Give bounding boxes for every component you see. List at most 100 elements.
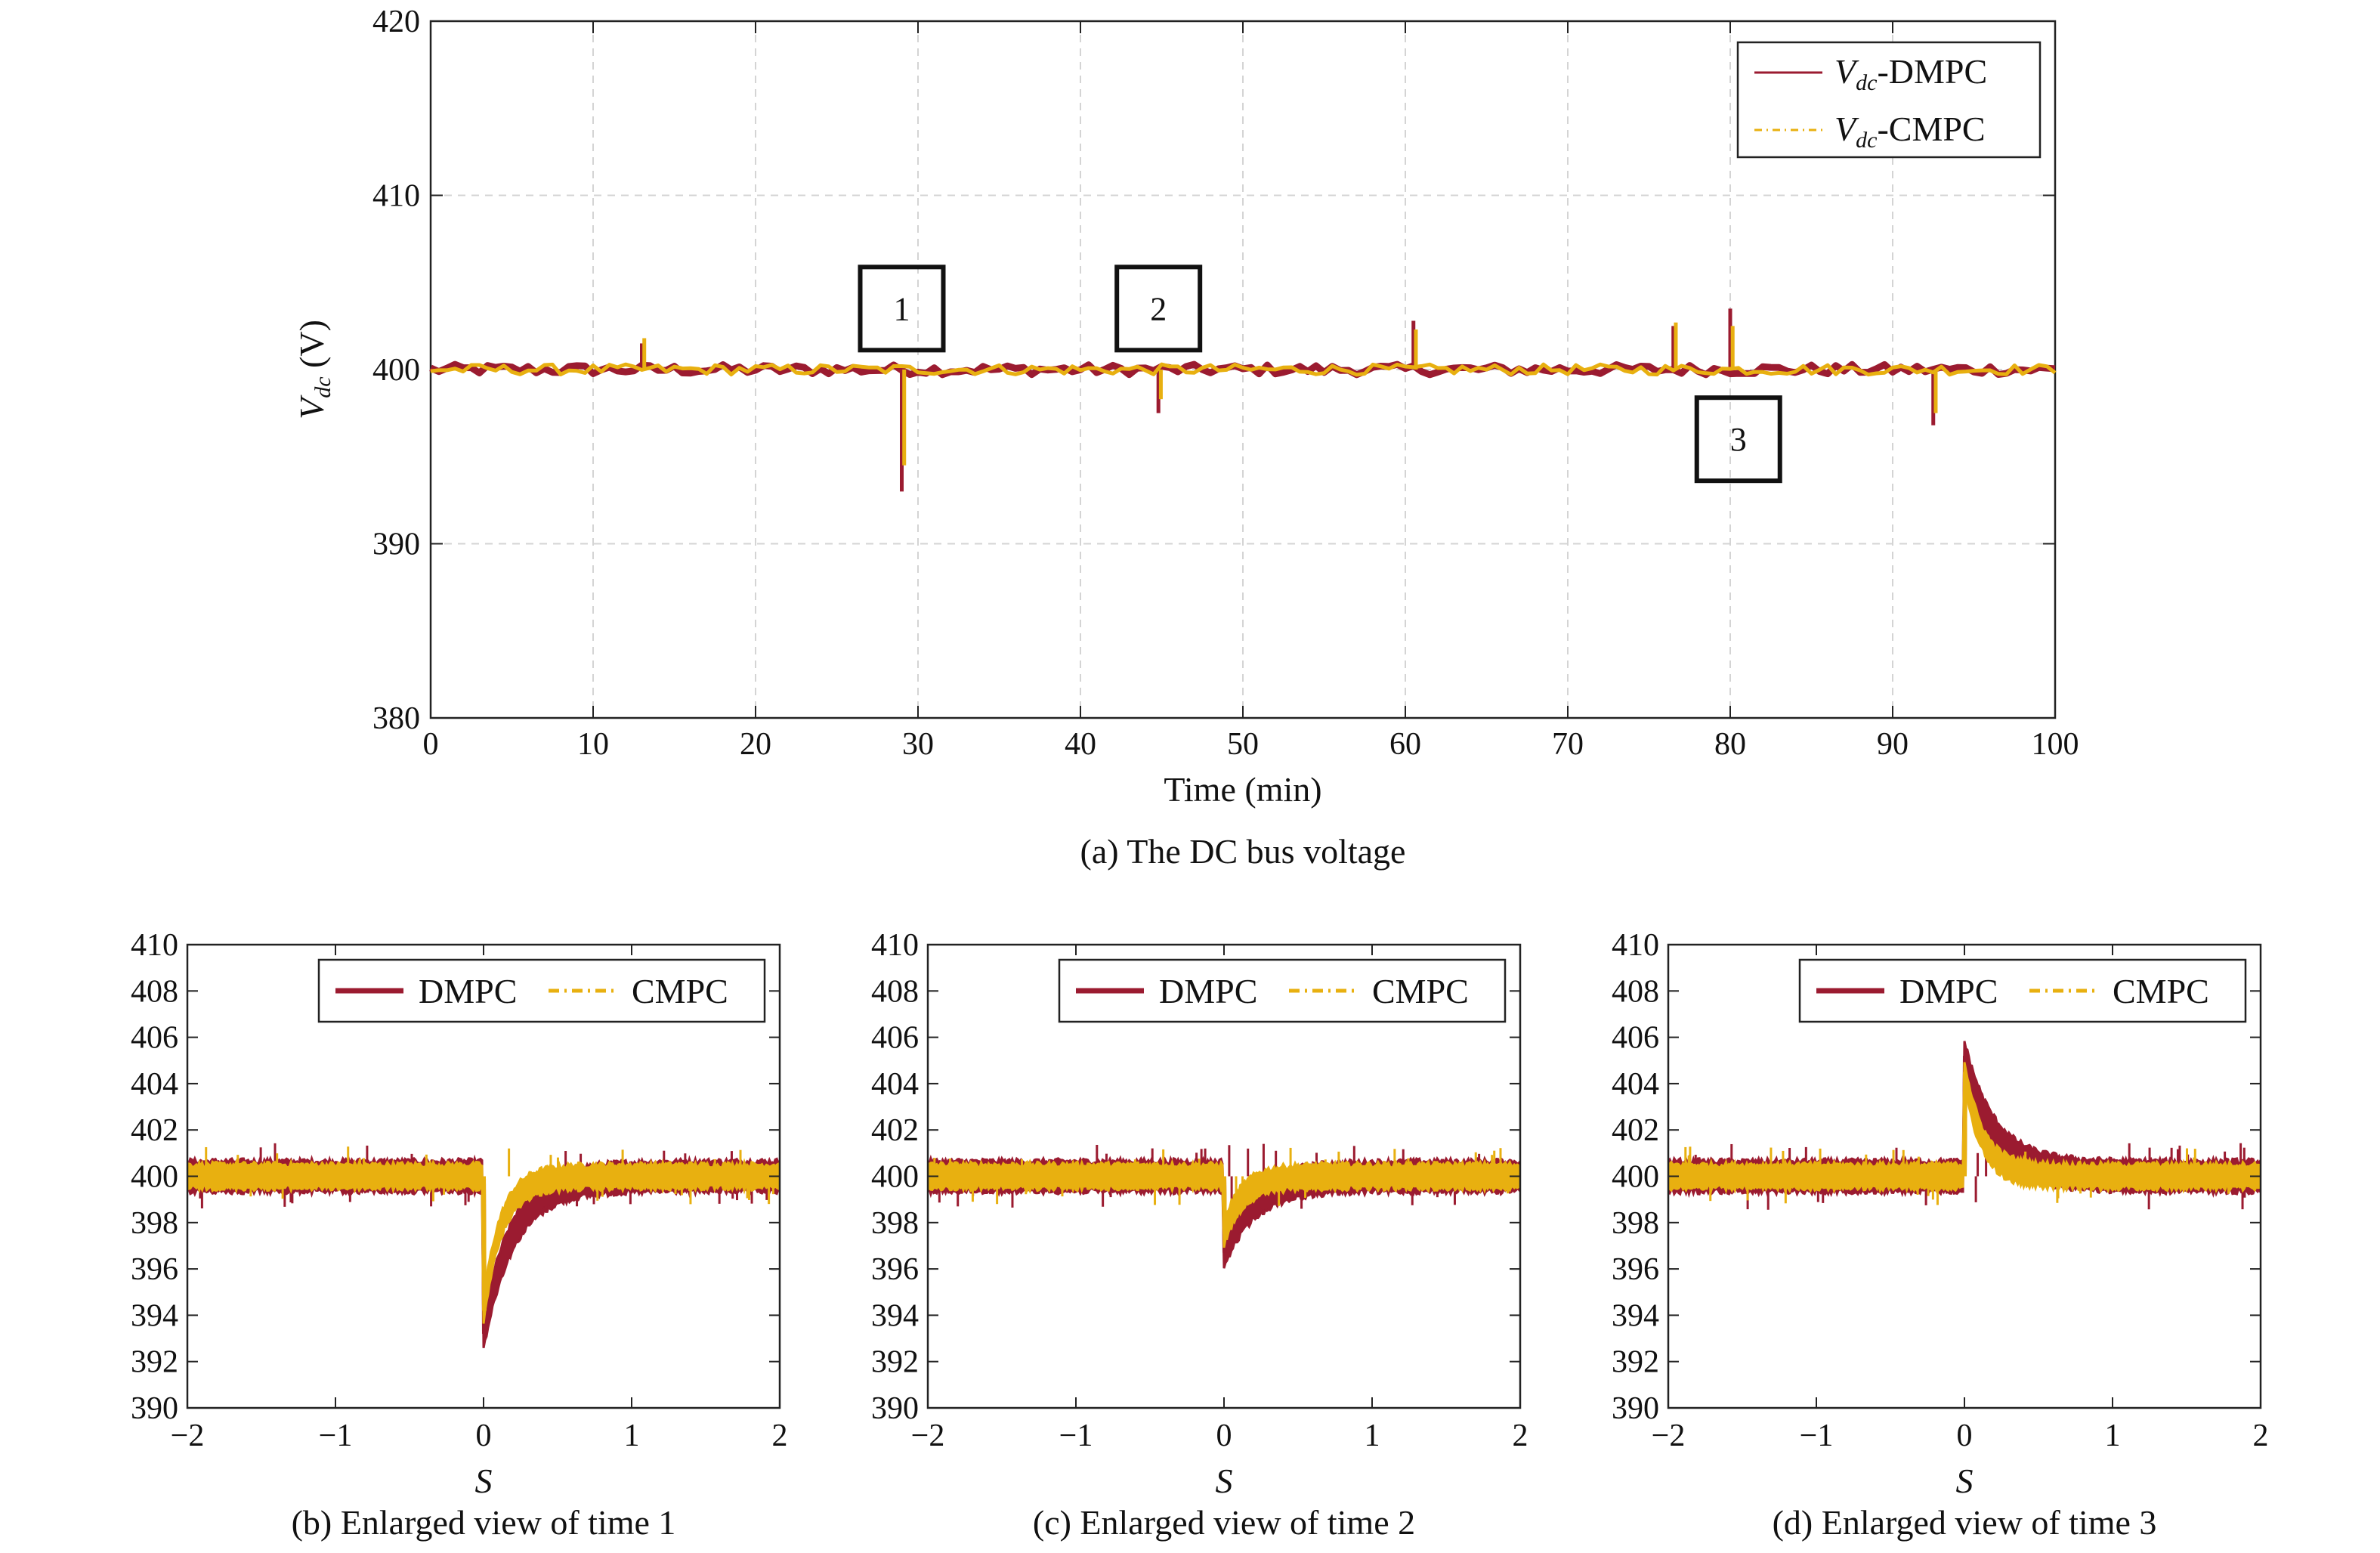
y-axis-label: Vdc (V) [292,320,335,419]
series-band-cmpc [928,1158,1520,1248]
x-tick-label: −2 [1652,1418,1686,1453]
series-band-cmpc [187,1158,780,1324]
x-tick-label: 1 [624,1418,640,1453]
x-axis-label: S [1216,1462,1233,1500]
annotation-box-2 [1114,265,1203,353]
y-tick-label: 394 [131,1298,178,1333]
x-tick-label: −1 [319,1418,353,1453]
x-tick-label: 20 [740,727,771,762]
x-tick-label: 2 [772,1418,788,1453]
x-tick-label: 90 [1877,727,1909,762]
legend-label-cmpc: CMPC [2113,972,2209,1010]
x-tick-label: 60 [1389,727,1421,762]
chart-c: −2 −1 0 1 2 390 392 394 396 398 400 402 404 406 408 410… [871,928,1528,1542]
legend-label-dmpc: DMPC [1899,972,1998,1010]
y-tick-label: 396 [131,1252,178,1287]
y-tick-label: 408 [131,974,178,1009]
series-cmpc [1668,1062,2261,1205]
x-tick-label: 10 [577,727,609,762]
y-tick-label: 404 [871,1067,919,1102]
y-tick-label: 396 [871,1252,919,1287]
x-tick-label: 2 [1513,1418,1528,1453]
y-tick-label: 400 [372,353,420,388]
chart-a: 0 10 20 30 40 50 60 70 80 90 100 380 390 400 410 420 Tim… [292,5,2079,871]
y-tick-label: 410 [372,179,420,214]
y-tick-label: 396 [1612,1252,1659,1287]
series-cmpc [928,1147,1520,1248]
y-tick-label: 404 [1612,1067,1659,1102]
data-transient-cmpc [1222,1176,1227,1235]
y-tick-label: 406 [131,1021,178,1056]
annotation-box-1 [858,265,946,353]
x-axis-label: S [475,1462,493,1500]
x-tick-label: 100 [2032,727,2079,762]
x-tick-label: −1 [1059,1418,1093,1453]
y-tick-label: 390 [131,1391,178,1426]
y-tick-label: 402 [871,1113,919,1148]
series-cmpc [187,1146,780,1324]
series-line-cmpc [430,362,2057,377]
legend-label-cmpc: CMPC [1372,972,1469,1010]
legend-label-dmpc: Vdc-DMPC [1834,52,1987,95]
y-tick-label: 402 [1612,1113,1659,1148]
y-tick-label: 404 [131,1067,178,1102]
y-tick-label: 400 [871,1160,919,1195]
x-tick-label: 1 [1365,1418,1380,1453]
chart-b: −2 −1 0 1 2 390 392 394 396 398 400 402 404 406 408 410… [131,928,788,1542]
x-tick-label: 0 [1216,1418,1232,1453]
chart-d: −2 −1 0 1 2 390 392 394 396 398 400 402 404 406 408 410… [1612,928,2269,1542]
annotation-box-3 [1694,395,1782,484]
x-tick-label: 0 [1957,1418,1973,1453]
x-tick-label: 50 [1227,727,1259,762]
y-tick-label: 394 [871,1298,919,1333]
data-transient-cmpc [1962,1072,1967,1177]
y-tick-label: 380 [372,701,420,736]
x-axis-label: Time (min) [1164,770,1321,809]
x-tick-label: 1 [2105,1418,2121,1453]
x-tick-label: −1 [1800,1418,1834,1453]
y-tick-label: 400 [131,1160,178,1195]
x-tick-label: −2 [911,1418,945,1453]
x-tick-label: 30 [902,727,934,762]
legend-label-cmpc: CMPC [632,972,728,1010]
series-group [928,1143,1520,1269]
y-tick-label: 392 [131,1345,178,1380]
y-tick-label: 410 [131,928,178,963]
annotation-label-2: 2 [1150,290,1167,327]
legend-label-cmpc: Vdc-CMPC [1834,110,1986,153]
annotation-label-1: 1 [894,290,910,327]
series-group [187,1143,780,1348]
y-tick-label: 390 [1612,1391,1659,1426]
y-tick-label: 394 [1612,1298,1659,1333]
x-tick-label: 40 [1065,727,1096,762]
y-tick-label: 400 [1612,1160,1659,1195]
y-tick-label: 392 [871,1345,919,1380]
x-tick-label: 80 [1714,727,1746,762]
series-group [1668,1041,2261,1210]
y-tick-label: 398 [871,1206,919,1241]
caption-b: (b) Enlarged view of time 1 [292,1503,676,1542]
y-tick-label: 420 [372,5,420,39]
y-tick-label: 398 [1612,1206,1659,1241]
annotation-label-3: 3 [1730,421,1747,458]
x-tick-label: 0 [476,1418,492,1453]
y-tick-label: 408 [871,974,919,1009]
y-tick-label: 398 [131,1206,178,1241]
x-tick-label: 0 [423,727,439,762]
caption-c: (c) Enlarged view of time 2 [1033,1503,1415,1542]
y-tick-label: 390 [372,527,420,562]
y-tick-label: 406 [1612,1021,1659,1056]
caption-a: (a) The DC bus voltage [1080,832,1406,871]
x-axis-label: S [1956,1462,1974,1500]
y-tick-label: 402 [131,1113,178,1148]
y-tick-label: 390 [871,1391,919,1426]
legend [1736,41,2042,159]
y-tick-label: 408 [1612,974,1659,1009]
y-tick-label: 410 [1612,928,1659,963]
legend-label-dmpc: DMPC [419,972,517,1010]
caption-d: (d) Enlarged view of time 3 [1773,1503,2157,1542]
x-tick-label: 70 [1552,727,1584,762]
series-cmpc [430,322,2057,466]
y-tick-label: 406 [871,1021,919,1056]
